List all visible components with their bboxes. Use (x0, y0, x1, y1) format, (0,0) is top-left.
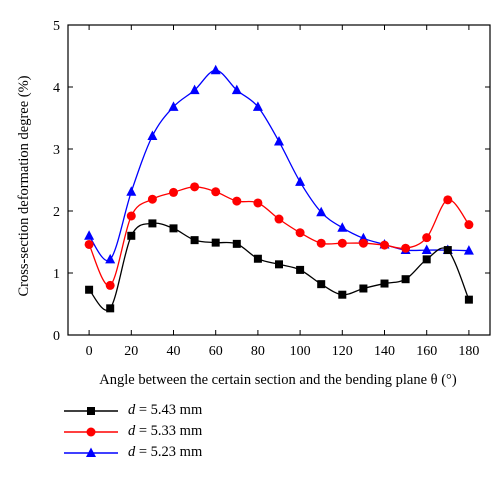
y-tick-label: 0 (53, 329, 60, 344)
series-layer (84, 64, 474, 313)
series-square (85, 219, 473, 313)
data-point (421, 244, 432, 255)
data-point (189, 84, 200, 95)
data-point (359, 284, 368, 293)
legend-marker (86, 447, 96, 457)
data-point (316, 206, 327, 217)
data-point (168, 101, 179, 111)
data-point (274, 214, 284, 224)
data-point (105, 280, 115, 290)
data-point (464, 220, 474, 230)
series-circle (84, 182, 474, 290)
data-point (463, 245, 474, 255)
data-point (252, 101, 263, 111)
data-point (148, 219, 157, 228)
data-point (231, 84, 242, 95)
data-point (106, 304, 115, 313)
data-point (337, 238, 347, 248)
data-point (295, 228, 305, 238)
legend-label: d = 5.33 mm (128, 423, 202, 440)
y-tick-label: 4 (53, 81, 60, 96)
x-tick-label: 100 (290, 344, 311, 359)
legend-value: = 5.43 mm (135, 402, 203, 418)
y-tick-label: 3 (53, 143, 60, 158)
legend-item: d = 5.23 mm (62, 442, 322, 463)
line-chart: 0 20 40 60 80 100 120 140 160 180 0 1 2 3 4 5 Cross-sec… (16, 19, 491, 388)
data-point (401, 243, 411, 253)
data-point (169, 224, 178, 233)
data-point (337, 222, 348, 232)
data-point (232, 196, 242, 206)
x-axis-label: Angle between the certain section and th… (99, 372, 457, 388)
data-point (190, 236, 199, 245)
x-tick-label: 0 (86, 344, 93, 359)
series-line (88, 186, 470, 287)
plot-axes: 0 20 40 60 80 100 120 140 160 180 0 1 2 3 4 5 (53, 19, 491, 359)
data-point (443, 195, 453, 205)
x-tick-label: 20 (124, 344, 138, 359)
series-line (88, 69, 469, 262)
x-tick-label: 60 (209, 344, 223, 359)
data-point (211, 238, 220, 247)
data-point (84, 230, 95, 240)
legend-swatch (62, 443, 120, 463)
data-point (190, 182, 200, 192)
x-tick-label: 80 (251, 344, 265, 359)
series-triangle (84, 64, 474, 264)
data-point (274, 136, 284, 146)
legend-item: d = 5.33 mm (62, 421, 322, 442)
x-tick-label: 120 (332, 344, 353, 359)
data-point (275, 260, 283, 269)
legend-marker (86, 427, 96, 436)
x-tick-label: 160 (416, 344, 437, 359)
data-point (422, 233, 432, 243)
legend-value: = 5.23 mm (135, 444, 203, 460)
legend-swatch (62, 401, 120, 421)
legend-value: = 5.33 mm (135, 423, 203, 439)
y-tick-label: 5 (53, 19, 60, 34)
data-point (464, 295, 473, 304)
data-point (211, 187, 221, 197)
legend-variable: d (128, 444, 136, 460)
data-point (422, 255, 431, 264)
data-point (296, 265, 305, 274)
data-point (85, 285, 94, 294)
legend-variable: d (128, 402, 136, 418)
data-point (338, 290, 347, 299)
data-point (316, 238, 326, 248)
data-point (317, 280, 326, 289)
data-point (147, 194, 157, 204)
y-axis-label: Cross-section deformation degree (%) (16, 75, 32, 296)
legend-swatch (62, 422, 120, 442)
data-point (232, 239, 241, 248)
data-point (126, 186, 137, 196)
legend-variable: d (128, 423, 136, 439)
y-tick-label: 1 (53, 267, 60, 282)
data-point (295, 176, 306, 186)
plot-frame (67, 24, 491, 336)
data-point (210, 64, 221, 75)
data-point (253, 254, 262, 263)
legend-marker (87, 406, 95, 415)
legend-label: d = 5.23 mm (128, 444, 202, 461)
x-tick-label: 140 (374, 344, 395, 359)
y-tick-label: 2 (53, 205, 60, 220)
x-tick-label: 40 (167, 344, 181, 359)
data-point (401, 275, 410, 284)
data-point (358, 238, 368, 248)
data-point (380, 279, 389, 288)
legend-label: d = 5.43 mm (128, 402, 202, 419)
data-point (84, 239, 94, 249)
data-point (169, 187, 178, 197)
x-tick-label: 180 (458, 344, 479, 359)
data-point (127, 231, 136, 240)
data-point (443, 246, 452, 255)
data-point (253, 198, 263, 208)
data-point (105, 253, 116, 264)
data-point (147, 130, 158, 140)
data-point (126, 211, 136, 221)
data-point (380, 240, 389, 250)
legend-item: d = 5.43 mm (62, 400, 322, 421)
chart-legend: d = 5.43 mm d = 5.33 mm d = 5.23 mm (62, 400, 322, 463)
